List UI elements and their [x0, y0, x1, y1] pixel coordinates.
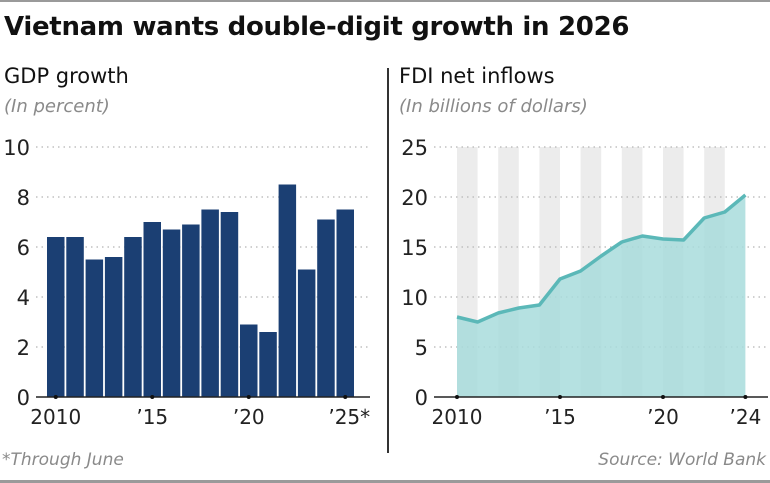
gdp-bar [278, 184, 297, 397]
bottom-border [0, 480, 770, 483]
gdp-bar [85, 259, 104, 397]
fdi-ytick-label: 0 [415, 386, 428, 410]
gdp-bar [47, 237, 65, 397]
gdp-xtick-dot [53, 395, 58, 399]
source-note: Source: World Bank [598, 450, 766, 470]
fdi-area [457, 195, 746, 397]
gdp-bar [317, 219, 335, 397]
fdi-xtick-dot [661, 395, 665, 399]
footnote: *Through June [2, 450, 124, 470]
gdp-xtick-label: ’20 [233, 405, 265, 429]
gdp-bar [259, 332, 277, 397]
gdp-xtick-label: ’15 [136, 405, 168, 429]
fdi-ytick-label: 10 [401, 286, 428, 310]
fdi-xtick-dot [455, 395, 459, 399]
gdp-ytick-label: 10 [3, 136, 30, 160]
fdi-xtick-label: ’20 [647, 405, 679, 429]
gdp-bar [104, 257, 123, 397]
gdp-unit-label: (In percent) [4, 96, 110, 117]
gdp-xtick-dot [150, 395, 155, 399]
fdi-ytick-label: 5 [415, 336, 428, 360]
fdi-xtick-label: ’15 [544, 405, 576, 429]
gdp-bar [297, 269, 316, 397]
gdp-xtick-label: 2010 [30, 405, 81, 429]
gdp-bar [201, 209, 219, 397]
gdp-ytick-label: 2 [17, 336, 30, 360]
gdp-bar [220, 212, 239, 397]
gdp-bar [124, 237, 142, 397]
gdp-bar [143, 222, 161, 397]
fdi-ytick-label: 20 [401, 186, 428, 210]
fdi-ytick-label: 15 [401, 236, 428, 260]
gdp-bar [182, 224, 200, 397]
gdp-ytick-label: 4 [17, 286, 30, 310]
gdp-bar [336, 209, 354, 397]
gdp-ytick-label: 0 [17, 386, 30, 410]
gdp-xtick-dot [343, 395, 348, 399]
panel-divider [387, 68, 389, 453]
top-border [0, 0, 770, 2]
fdi-unit-label: (In billions of dollars) [399, 96, 588, 117]
fdi-xtick-dot [743, 395, 748, 399]
gdp-bar [66, 237, 84, 397]
gdp-xtick-label: ’25* [328, 405, 370, 429]
gdp-xtick-dot [246, 395, 251, 399]
fdi-xtick-dot [558, 395, 562, 399]
fdi-xtick-label: ’24 [729, 405, 761, 429]
fdi-xtick-label: 2010 [432, 405, 483, 429]
gdp-chart-title: GDP growth [4, 64, 129, 88]
chart-title: Vietnam wants double-digit growth in 202… [4, 12, 630, 42]
fdi-ytick-label: 25 [401, 136, 428, 160]
gdp-ytick-label: 8 [17, 186, 30, 210]
gdp-bar [162, 229, 181, 397]
fdi-chart-title: FDI net inflows [399, 64, 555, 88]
gdp-ytick-label: 6 [17, 236, 30, 260]
gdp-bar [240, 324, 258, 397]
